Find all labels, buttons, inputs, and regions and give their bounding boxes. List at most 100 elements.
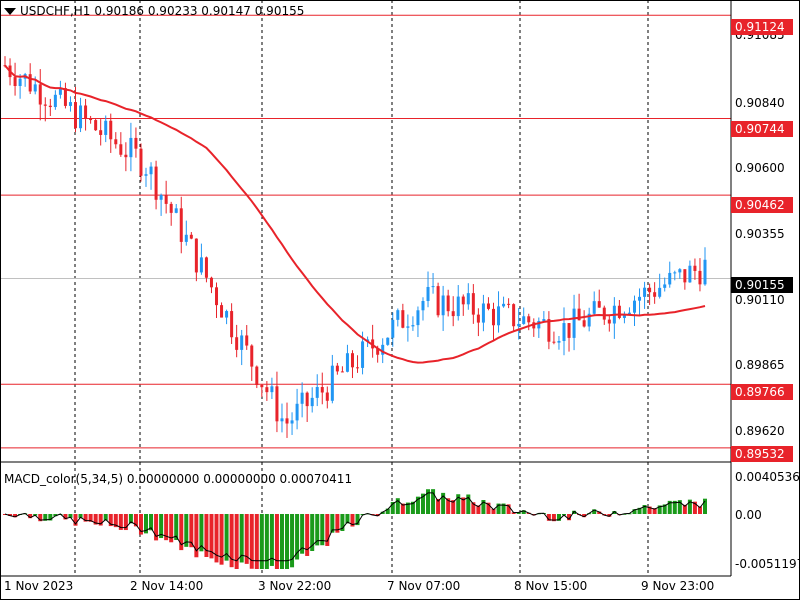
level-label[interactable]: 0.89766 — [731, 384, 793, 400]
macd-bar — [300, 514, 305, 554]
candle-body — [209, 277, 213, 288]
candle-body — [48, 105, 52, 108]
candle-body — [622, 313, 626, 318]
macd-bar — [431, 489, 436, 514]
macd-bar — [466, 494, 471, 514]
candle-body — [194, 238, 198, 273]
macd-bar — [657, 505, 662, 514]
macd-bar — [234, 514, 239, 569]
candle-body — [94, 120, 98, 131]
level-label[interactable]: 0.89532 — [731, 446, 793, 462]
candle-body — [154, 166, 158, 200]
candle-body — [235, 337, 239, 350]
macd-bar — [446, 498, 451, 514]
macd-bar — [426, 489, 431, 514]
macd-bar — [405, 502, 410, 514]
candle-body — [436, 286, 440, 316]
candle-body — [199, 257, 203, 273]
candle-body — [698, 270, 702, 285]
macd-bar — [682, 504, 687, 514]
macd-tick: 0.0040536 — [735, 470, 800, 484]
macd-bar — [118, 514, 123, 530]
candle-body — [295, 403, 299, 421]
candle-body — [340, 371, 344, 373]
macd-bar — [209, 514, 214, 559]
ohlc-values: 0.90186 0.90233 0.90147 0.90155 — [94, 4, 305, 18]
macd-bar — [169, 514, 174, 543]
candle-body — [497, 306, 501, 326]
candle-body — [376, 348, 380, 355]
candle-body — [542, 319, 546, 321]
candle-body — [320, 386, 324, 393]
current-price-label: 0.90155 — [731, 277, 793, 293]
candle-body — [58, 88, 62, 95]
macd-bar — [672, 500, 677, 514]
macd-bar — [350, 514, 355, 527]
macd-bar — [546, 514, 551, 521]
candle-body — [74, 102, 78, 129]
candle-body — [144, 174, 148, 176]
macd-bar — [647, 506, 652, 514]
macd-bar — [521, 510, 526, 514]
chart-header: USDCHF,H1 0.90186 0.90233 0.90147 0.9015… — [4, 4, 304, 18]
candle-body — [381, 344, 385, 355]
macd-bar — [48, 514, 53, 521]
macd-bar — [8, 514, 13, 516]
candle-body — [325, 392, 329, 401]
candle-body — [456, 296, 460, 317]
candle-body — [527, 316, 531, 323]
macd-bar — [279, 514, 284, 569]
candle-body — [114, 139, 118, 145]
candle-body — [335, 365, 339, 372]
macd-bar — [441, 492, 446, 514]
candle-body — [673, 272, 677, 274]
macd-bar — [98, 514, 103, 526]
price-tick: 0.90600 — [735, 161, 785, 175]
macd-signal-line — [4, 492, 706, 562]
macd-bar — [113, 514, 118, 528]
caret-down-icon[interactable] — [4, 7, 16, 15]
macd-bar — [456, 494, 461, 514]
macd-bar — [68, 514, 73, 518]
level-label[interactable]: 0.91124 — [731, 19, 793, 35]
price-tick: 0.89865 — [735, 358, 785, 372]
level-label[interactable]: 0.90462 — [731, 197, 793, 213]
candle-body — [617, 305, 621, 318]
macd-bar — [597, 511, 602, 514]
macd-bar — [194, 514, 199, 558]
candle-body — [129, 137, 133, 158]
candle-body — [134, 137, 138, 149]
macd-bar — [189, 514, 194, 548]
macd-bar — [159, 514, 164, 539]
candle-body — [627, 312, 631, 314]
macd-bar — [451, 500, 456, 514]
macd-bar — [53, 514, 58, 517]
macd-bar — [108, 514, 113, 527]
macd-bar — [325, 514, 330, 546]
candle-body — [476, 314, 480, 323]
macd-bar — [285, 514, 290, 569]
candle-body — [361, 341, 365, 368]
candle-body — [643, 287, 647, 297]
candle-body — [658, 287, 662, 297]
macd-bar — [290, 514, 295, 568]
candle-body — [189, 234, 193, 239]
candle-body — [275, 386, 279, 422]
macd-bar — [335, 514, 340, 533]
candle-body — [104, 120, 108, 135]
macd-bar — [481, 500, 486, 514]
level-label[interactable]: 0.90744 — [731, 121, 793, 137]
candle-body — [290, 420, 294, 424]
candle-body — [109, 120, 113, 140]
grid-lines — [74, 0, 649, 576]
candle-body — [225, 311, 229, 318]
candle-body — [638, 296, 642, 301]
macd-bar — [355, 514, 360, 526]
candle-body — [602, 307, 606, 320]
candle-body — [215, 287, 219, 306]
candle-body — [330, 365, 334, 401]
macd-bar — [28, 514, 33, 519]
candle-body — [169, 203, 173, 213]
macd-bar — [582, 514, 587, 518]
